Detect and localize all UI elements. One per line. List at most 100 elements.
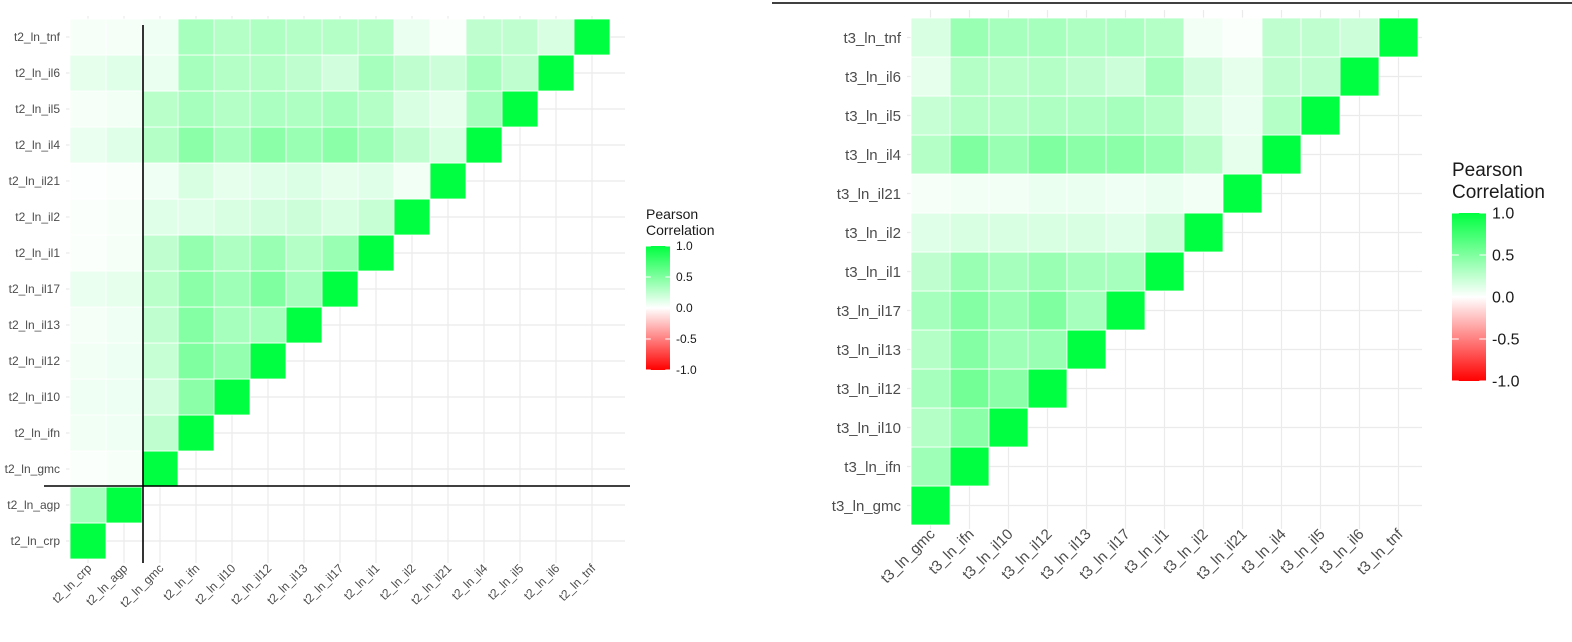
y-tick-label: t3_ln_il17 (837, 303, 901, 320)
y-tick-label: t2_ln_ifn (15, 426, 60, 440)
heatmap-cell-t2_ln_ifn-t2_ln_il1 (177, 234, 215, 272)
heatmap-cell-t3_ln_ifn-t3_ln_tnf (949, 17, 990, 58)
heatmap-cell-t2_ln_ifn-t2_ln_il10 (177, 378, 215, 416)
heatmap-cell-t3_ln_il13-t3_ln_il6 (1066, 56, 1107, 97)
heatmap-cell-t2_ln_il2-t2_ln_il5 (393, 90, 431, 128)
heatmap-cell-t2_ln_agp-t2_ln_il12 (105, 342, 143, 380)
legend-label: -0.5 (1492, 332, 1520, 349)
heatmap-cell-t3_ln_il12-t3_ln_il17 (1027, 290, 1068, 331)
heatmap-cell-t2_ln_il1-t2_ln_il5 (357, 90, 395, 128)
heatmap-cell-t2_ln_il21-t2_ln_il4 (429, 126, 467, 164)
heatmap-cell-t2_ln_ifn-t2_ln_il4 (177, 126, 215, 164)
heatmap-cell-t3_ln_il1-t3_ln_il2 (1144, 212, 1185, 253)
heatmap-cell-t2_ln_crp-t2_ln_il12 (69, 342, 107, 380)
heatmap-cell-t2_ln_crp-t2_ln_il10 (69, 378, 107, 416)
heatmap-cell-t3_ln_gmc-t3_ln_il12 (910, 368, 951, 409)
heatmap-cell-t3_ln_il1-t3_ln_il6 (1144, 56, 1185, 97)
heatmap-cell-t3_ln_ifn-t3_ln_il2 (949, 212, 990, 253)
heatmap-cell-t2_ln_il13-t2_ln_il13 (285, 306, 323, 344)
heatmap-cell-t3_ln_gmc-t3_ln_il4 (910, 134, 951, 175)
heatmap-cell-t3_ln_il21-t3_ln_tnf (1222, 17, 1263, 58)
heatmap-cell-t3_ln_il17-t3_ln_il4 (1105, 134, 1146, 175)
heatmap-cell-t2_ln_il4-t2_ln_il6 (465, 54, 503, 92)
heatmap-cell-t2_ln_il13-t2_ln_il6 (285, 54, 323, 92)
heatmap-cell-t3_ln_il13-t3_ln_il2 (1066, 212, 1107, 253)
heatmap-cell-t2_ln_gmc-t2_ln_il2 (141, 198, 179, 236)
heatmap-cell-t3_ln_il12-t3_ln_tnf (1027, 17, 1068, 58)
heatmap-cell-t3_ln_il10-t3_ln_il21 (988, 173, 1029, 214)
heatmap-cell-t3_ln_il12-t3_ln_il13 (1027, 329, 1068, 370)
heatmap-cell-t2_ln_gmc-t2_ln_il5 (141, 90, 179, 128)
heatmap-cell-t3_ln_il21-t3_ln_il4 (1222, 134, 1263, 175)
heatmap-cell-t3_ln_il4-t3_ln_il4 (1261, 134, 1302, 175)
heatmap-cell-t3_ln_il12-t3_ln_il12 (1027, 368, 1068, 409)
heatmap-cell-t2_ln_crp-t2_ln_crp (69, 522, 107, 560)
heatmap-cell-t3_ln_il13-t3_ln_il5 (1066, 95, 1107, 136)
heatmap-cell-t2_ln_il1-t2_ln_tnf (357, 18, 395, 56)
legend-label: 0.0 (1492, 290, 1514, 307)
y-tick-label: t3_ln_tnf (843, 30, 901, 47)
heatmap-cell-t3_ln_il10-t3_ln_il2 (988, 212, 1029, 253)
heatmap-cell-t3_ln_gmc-t3_ln_il5 (910, 95, 951, 136)
y-tick-label: t2_ln_il17 (9, 282, 61, 296)
heatmap-cell-t2_ln_il5-t2_ln_tnf (501, 18, 539, 56)
heatmap-cell-t2_ln_agp-t2_ln_il17 (105, 270, 143, 308)
heatmap-cell-t2_ln_il13-t2_ln_il17 (285, 270, 323, 308)
heatmap-cell-t2_ln_il1-t2_ln_il21 (357, 162, 395, 200)
legend-title: Pearson (1452, 160, 1523, 181)
legend-title: Correlation (1452, 182, 1545, 203)
y-tick-label: t3_ln_il2 (845, 225, 901, 242)
heatmap-cell-t3_ln_gmc-t3_ln_ifn (910, 446, 951, 487)
heatmap-cell-t2_ln_ifn-t2_ln_il5 (177, 90, 215, 128)
heatmap-cell-t2_ln_il10-t2_ln_il17 (213, 270, 251, 308)
heatmap-cell-t2_ln_crp-t2_ln_il6 (69, 54, 107, 92)
heatmap-cell-t2_ln_il13-t2_ln_tnf (285, 18, 323, 56)
heatmap-cell-t3_ln_il13-t3_ln_il4 (1066, 134, 1107, 175)
heatmap-cell-t2_ln_agp-t2_ln_tnf (105, 18, 143, 56)
heatmap-cell-t2_ln_il1-t2_ln_il2 (357, 198, 395, 236)
heatmap-cell-t2_ln_il10-t2_ln_il2 (213, 198, 251, 236)
y-tick-label: t2_ln_il2 (15, 210, 60, 224)
heatmap-cell-t2_ln_il2-t2_ln_il4 (393, 126, 431, 164)
heatmap-cell-t3_ln_il17-t3_ln_il17 (1105, 290, 1146, 331)
y-tick-label: t3_ln_il12 (837, 381, 901, 398)
x-tick-label: t2_ln_il4 (449, 561, 491, 603)
heatmap-cell-t2_ln_il5-t2_ln_il6 (501, 54, 539, 92)
legend-label: -1.0 (1492, 374, 1520, 391)
y-tick-label: t2_ln_il5 (15, 102, 60, 116)
heatmap-cell-t2_ln_il10-t2_ln_tnf (213, 18, 251, 56)
heatmap-cell-t3_ln_il5-t3_ln_il5 (1300, 95, 1341, 136)
heatmap-cell-t3_ln_il10-t3_ln_il4 (988, 134, 1029, 175)
heatmap-cell-t3_ln_il13-t3_ln_il1 (1066, 251, 1107, 292)
heatmap-cell-t3_ln_il21-t3_ln_il5 (1222, 95, 1263, 136)
heatmap-cell-t3_ln_il17-t3_ln_il5 (1105, 95, 1146, 136)
heatmap-cell-t2_ln_gmc-t2_ln_tnf (141, 18, 179, 56)
heatmap-cell-t2_ln_crp-t2_ln_il13 (69, 306, 107, 344)
heatmap-cell-t2_ln_gmc-t2_ln_il6 (141, 54, 179, 92)
heatmap-cell-t3_ln_il17-t3_ln_il1 (1105, 251, 1146, 292)
heatmap-cell-t2_ln_il12-t2_ln_il13 (249, 306, 287, 344)
heatmap-cell-t2_ln_il10-t2_ln_il12 (213, 342, 251, 380)
heatmap-cell-t2_ln_il1-t2_ln_il4 (357, 126, 395, 164)
heatmap-cell-t3_ln_gmc-t3_ln_il6 (910, 56, 951, 97)
heatmap-cell-t2_ln_il21-t2_ln_il5 (429, 90, 467, 128)
heatmap-cell-t2_ln_il21-t2_ln_il21 (429, 162, 467, 200)
heatmap-cell-t3_ln_il10-t3_ln_il13 (988, 329, 1029, 370)
heatmap-cell-t2_ln_il2-t2_ln_tnf (393, 18, 431, 56)
heatmap-cell-t3_ln_il17-t3_ln_il6 (1105, 56, 1146, 97)
heatmap-cell-t3_ln_gmc-t3_ln_il13 (910, 329, 951, 370)
heatmap-cell-t2_ln_il2-t2_ln_il21 (393, 162, 431, 200)
heatmap-cell-t2_ln_gmc-t2_ln_il1 (141, 234, 179, 272)
heatmap-cell-t2_ln_crp-t2_ln_ifn (69, 414, 107, 452)
heatmap-cell-t3_ln_il12-t3_ln_il6 (1027, 56, 1068, 97)
legend-title: Correlation (646, 222, 714, 238)
y-tick-label: t2_ln_il1 (15, 246, 60, 260)
heatmap-cell-t3_ln_il10-t3_ln_il10 (988, 407, 1029, 448)
y-tick-label: t3_ln_il4 (845, 147, 901, 164)
heatmap-cell-t3_ln_il17-t3_ln_tnf (1105, 17, 1146, 58)
y-tick-label: t2_ln_crp (11, 534, 61, 548)
heatmap-cell-t2_ln_gmc-t2_ln_il4 (141, 126, 179, 164)
heatmap-cell-t3_ln_ifn-t3_ln_il21 (949, 173, 990, 214)
heatmap-cell-t2_ln_il4-t2_ln_il5 (465, 90, 503, 128)
